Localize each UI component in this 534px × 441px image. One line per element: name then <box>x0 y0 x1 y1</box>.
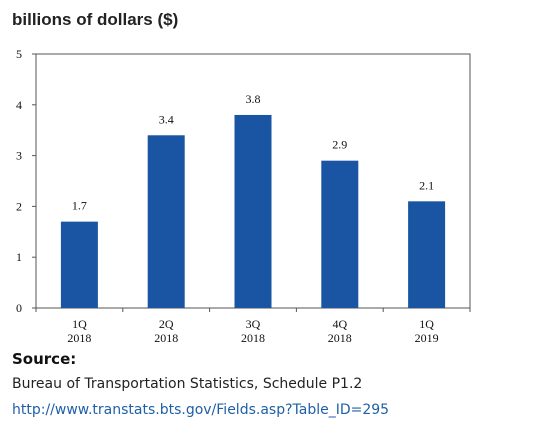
y-tick-label: 2 <box>16 199 22 213</box>
y-axis-ticks: 0 1 2 3 4 5 <box>16 47 36 315</box>
bar <box>147 135 185 308</box>
y-tick-label: 5 <box>16 47 22 61</box>
bar-value-label: 1.7 <box>72 199 87 213</box>
y-tick-label: 1 <box>16 250 22 264</box>
x-tick-label: 4Q <box>332 317 347 331</box>
y-tick-label: 3 <box>16 149 22 163</box>
x-tick-label: 2019 <box>415 331 439 345</box>
x-tick-label: 2018 <box>328 331 352 345</box>
y-tick-label: 0 <box>16 301 22 315</box>
x-tick-label: 2018 <box>67 331 91 345</box>
bar <box>60 221 98 308</box>
bar-value-label: 2.9 <box>332 138 347 152</box>
bar-value-label: 2.1 <box>419 178 434 192</box>
source-text: Bureau of Transportation Statistics, Sch… <box>12 376 363 392</box>
chart-title: billions of dollars ($) <box>12 10 179 29</box>
x-tick-label: 1Q <box>419 317 434 331</box>
bar-value-label: 3.4 <box>159 112 174 126</box>
x-tick-label: 1Q <box>72 317 87 331</box>
y-tick-label: 4 <box>16 98 22 112</box>
x-tick-label: 2Q <box>159 317 174 331</box>
x-tick-label: 2018 <box>154 331 178 345</box>
bar <box>408 201 446 308</box>
bars: 1.7 3.4 3.8 2.9 2.1 <box>60 92 446 309</box>
bar <box>321 160 359 308</box>
source-link[interactable]: http://www.transtats.bts.gov/Fields.asp?… <box>12 402 390 418</box>
x-tick-label: 3Q <box>246 317 261 331</box>
bar-value-label: 3.8 <box>246 92 261 106</box>
x-tick-label: 2018 <box>241 331 265 345</box>
bar <box>234 114 272 309</box>
source-heading: Source: <box>12 350 77 368</box>
